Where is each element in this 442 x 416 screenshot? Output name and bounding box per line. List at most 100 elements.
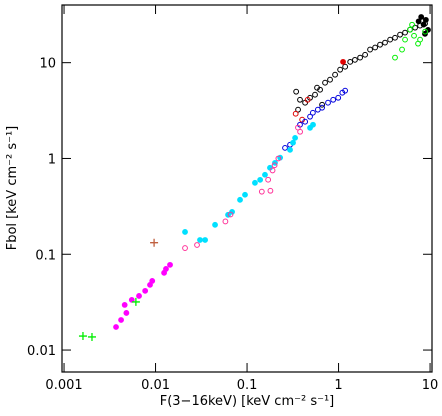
point xyxy=(372,44,379,51)
point xyxy=(342,87,349,94)
point xyxy=(131,297,140,306)
point xyxy=(409,21,415,28)
point xyxy=(412,24,418,31)
point xyxy=(307,113,313,120)
point xyxy=(397,31,403,38)
point xyxy=(87,332,96,341)
point xyxy=(128,296,135,303)
x-tick-label: 1 xyxy=(334,378,342,393)
point xyxy=(297,128,304,135)
point xyxy=(342,63,349,70)
point xyxy=(314,84,320,91)
point xyxy=(194,242,200,248)
point xyxy=(78,332,87,341)
point xyxy=(292,110,299,117)
y-tick-label: 10 xyxy=(39,57,56,72)
point xyxy=(347,58,354,65)
point xyxy=(242,191,248,198)
point xyxy=(282,144,288,151)
point xyxy=(335,94,342,101)
point xyxy=(417,36,423,43)
point xyxy=(123,310,130,316)
point xyxy=(337,66,344,73)
point xyxy=(382,39,388,46)
point xyxy=(407,26,413,33)
point xyxy=(197,237,203,243)
point xyxy=(422,16,429,23)
point xyxy=(302,118,309,125)
point xyxy=(212,221,218,228)
point xyxy=(121,302,128,308)
point xyxy=(312,91,318,98)
point xyxy=(290,139,296,146)
point xyxy=(150,238,159,247)
point xyxy=(399,46,405,53)
point xyxy=(327,76,333,83)
point xyxy=(271,162,278,169)
point xyxy=(340,58,346,65)
point xyxy=(415,18,422,25)
point xyxy=(425,26,431,33)
point xyxy=(322,79,328,86)
point xyxy=(202,237,209,243)
point xyxy=(113,324,119,330)
point xyxy=(367,46,373,53)
y-tick-label: 0.1 xyxy=(35,248,56,263)
point xyxy=(332,71,338,78)
x-tick-label: 10 xyxy=(422,378,439,393)
point xyxy=(258,188,265,195)
point xyxy=(310,121,316,128)
point xyxy=(420,21,427,28)
point xyxy=(252,179,258,186)
point xyxy=(227,211,234,218)
point xyxy=(309,109,316,116)
point xyxy=(392,54,398,61)
point xyxy=(387,36,394,43)
point xyxy=(402,36,408,43)
point xyxy=(392,34,398,41)
plot-frame xyxy=(61,4,433,373)
x-tick-label: 0.001 xyxy=(45,378,82,393)
point xyxy=(257,176,264,183)
point xyxy=(357,54,364,61)
point xyxy=(352,56,358,63)
point xyxy=(265,176,272,183)
point xyxy=(275,155,282,162)
point xyxy=(319,104,326,111)
point xyxy=(362,51,368,58)
x-axis-label: F(3−16keV) [keV cm⁻² s⁻¹] xyxy=(160,394,335,409)
point xyxy=(422,28,428,35)
y-tick-label: 1 xyxy=(48,152,56,167)
point xyxy=(292,134,298,141)
point xyxy=(222,218,229,225)
point xyxy=(287,146,293,153)
y-tick-label: 0.01 xyxy=(27,344,56,359)
point xyxy=(267,187,274,194)
point xyxy=(325,99,331,106)
x-tick-label: 0.1 xyxy=(237,378,258,393)
point xyxy=(295,106,301,113)
point xyxy=(377,41,383,48)
point xyxy=(297,96,303,103)
point xyxy=(167,261,173,268)
point xyxy=(142,287,149,294)
point xyxy=(182,245,188,251)
point xyxy=(304,96,311,103)
point xyxy=(402,29,408,36)
point xyxy=(319,101,326,108)
point xyxy=(182,229,188,235)
y-axis-label: Fbol [keV cm⁻² s⁻¹] xyxy=(5,126,20,251)
point xyxy=(262,171,268,178)
point xyxy=(418,14,425,20)
point xyxy=(269,167,276,174)
point xyxy=(136,293,142,299)
point xyxy=(163,266,169,272)
point xyxy=(293,88,300,95)
x-tick-label: 0.01 xyxy=(141,378,170,393)
point xyxy=(411,32,417,39)
point xyxy=(149,278,156,284)
point xyxy=(118,317,124,323)
point xyxy=(237,196,243,203)
point xyxy=(330,96,337,103)
